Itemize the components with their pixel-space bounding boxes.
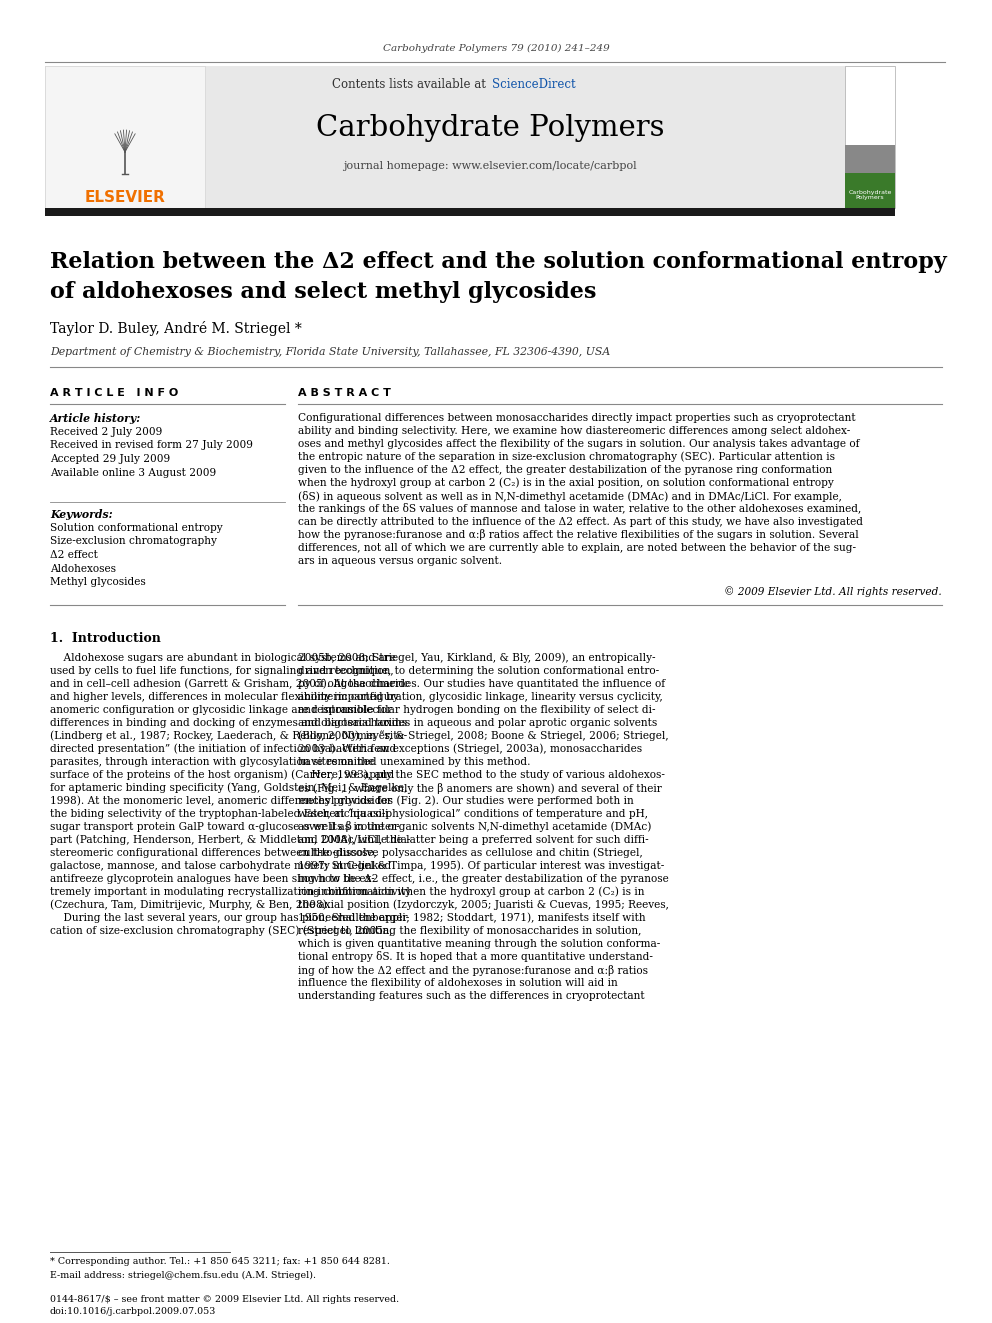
Text: the axial position (Izydorczyk, 2005; Juaristi & Cuevas, 1995; Reeves,: the axial position (Izydorczyk, 2005; Ju… [298,900,669,910]
Text: and intramolecular hydrogen bonding on the flexibility of select di-: and intramolecular hydrogen bonding on t… [298,705,656,714]
Text: galactose, mannose, and talose carbohydrate moiety in C-linked: galactose, mannose, and talose carbohydr… [50,861,391,871]
Text: 2003a). With few exceptions (Striegel, 2003a), monosaccharides: 2003a). With few exceptions (Striegel, 2… [298,744,642,754]
Text: Here, we apply the SEC method to the study of various aldohexos-: Here, we apply the SEC method to the stu… [298,770,665,781]
Text: (Czechura, Tam, Dimitrijevic, Murphy, & Ben, 2008).: (Czechura, Tam, Dimitrijevic, Murphy, & … [50,900,330,910]
Text: sugar transport protein GalP toward α-glucose over its β counter-: sugar transport protein GalP toward α-gl… [50,822,400,832]
Text: 1997; Striegel & Timpa, 1995). Of particular interest was investigat-: 1997; Striegel & Timpa, 1995). Of partic… [298,861,665,872]
Text: Solution conformational entropy: Solution conformational entropy [50,523,222,533]
Text: ability and binding selectivity. Here, we examine how diastereomeric differences: ability and binding selectivity. Here, w… [298,426,850,437]
Text: as well as in the organic solvents N,N-dimethyl acetamide (DMAc): as well as in the organic solvents N,N-d… [298,822,652,832]
Text: and higher levels, differences in molecular flexibility imparted by: and higher levels, differences in molecu… [50,692,399,703]
Text: Aldohexoses: Aldohexoses [50,564,116,573]
Text: 1950; Shallenberger, 1982; Stoddart, 1971), manifests itself with: 1950; Shallenberger, 1982; Stoddart, 197… [298,913,646,923]
Text: Δ2 effect: Δ2 effect [50,550,98,560]
Text: oses and methyl glycosides affect the flexibility of the sugars in solution. Our: oses and methyl glycosides affect the fl… [298,439,859,448]
FancyBboxPatch shape [845,173,895,208]
Text: 1.  Introduction: 1. Introduction [50,631,161,644]
Text: can be directly attributed to the influence of the Δ2 effect. As part of this st: can be directly attributed to the influe… [298,517,863,527]
Text: have remained unexamined by this method.: have remained unexamined by this method. [298,757,531,767]
Text: ScienceDirect: ScienceDirect [492,78,575,91]
Text: (Boone, Nymeyer, & Striegel, 2008; Boone & Striegel, 2006; Striegel,: (Boone, Nymeyer, & Striegel, 2008; Boone… [298,730,669,741]
Text: Keywords:: Keywords: [50,508,113,520]
FancyBboxPatch shape [845,66,895,208]
Text: and oligosaccharides in aqueous and polar aprotic organic solvents: and oligosaccharides in aqueous and pola… [298,718,658,728]
Text: 0144-8617/$ – see front matter © 2009 Elsevier Ltd. All rights reserved.: 0144-8617/$ – see front matter © 2009 El… [50,1295,399,1304]
Text: es (Fig. 1, where only the β anomers are shown) and several of their: es (Fig. 1, where only the β anomers are… [298,782,662,794]
Text: methyl glycosides (Fig. 2). Our studies were performed both in: methyl glycosides (Fig. 2). Our studies … [298,795,634,806]
Text: During the last several years, our group has pioneered the appli-: During the last several years, our group… [50,913,410,923]
Text: influence the flexibility of aldohexoses in solution will aid in: influence the flexibility of aldohexoses… [298,978,618,988]
Text: A R T I C L E   I N F O: A R T I C L E I N F O [50,388,179,398]
FancyBboxPatch shape [45,208,895,216]
Text: ELSEVIER: ELSEVIER [84,189,166,205]
Text: used by cells to fuel life functions, for signaling and recognition,: used by cells to fuel life functions, fo… [50,665,394,676]
Text: tremely important in modulating recrystallization-inhibition activity: tremely important in modulating recrysta… [50,886,411,897]
Text: ing of how the Δ2 effect and the pyranose:furanose and α:β ratios: ing of how the Δ2 effect and the pyranos… [298,964,648,975]
Text: part (Patching, Henderson, Herbert, & Middleton, 2008), while dia-: part (Patching, Henderson, Herbert, & Mi… [50,835,411,845]
Text: tional entropy δS. It is hoped that a more quantitative understand-: tional entropy δS. It is hoped that a mo… [298,951,653,963]
Text: (δS) in aqueous solvent as well as in N,N-dimethyl acetamide (DMAc) and in DMAc/: (δS) in aqueous solvent as well as in N,… [298,491,842,501]
Text: 2005b, 2008; Striegel, Yau, Kirkland, & Bly, 2009), an entropically-: 2005b, 2008; Striegel, Yau, Kirkland, & … [298,652,656,663]
Text: Received 2 July 2009: Received 2 July 2009 [50,427,163,437]
Text: (Lindberg et al., 1987; Rockey, Laederach, & Reilly, 2000), in “site-: (Lindberg et al., 1987; Rockey, Laederac… [50,730,407,741]
Text: Carbohydrate Polymers: Carbohydrate Polymers [315,114,665,142]
Text: and in cell–cell adhesion (Garrett & Grisham, 2005). At the dimeric: and in cell–cell adhesion (Garrett & Gri… [50,679,410,689]
Text: for aptameric binding specificity (Yang, Goldstein, Mei, & Engelke,: for aptameric binding specificity (Yang,… [50,783,408,794]
Text: 1998). At the monomeric level, anomeric differences provide for: 1998). At the monomeric level, anomeric … [50,795,392,806]
Text: antifreeze glycoprotein analogues have been shown to be ex-: antifreeze glycoprotein analogues have b… [50,875,375,884]
Text: doi:10.1016/j.carbpol.2009.07.053: doi:10.1016/j.carbpol.2009.07.053 [50,1307,216,1316]
Text: given to the influence of the Δ2 effect, the greater destabilization of the pyra: given to the influence of the Δ2 effect,… [298,464,832,475]
Text: ing how the Δ2 effect, i.e., the greater destabilization of the pyranose: ing how the Δ2 effect, i.e., the greater… [298,875,669,884]
Text: journal homepage: www.elsevier.com/locate/carbpol: journal homepage: www.elsevier.com/locat… [343,161,637,171]
Text: © 2009 Elsevier Ltd. All rights reserved.: © 2009 Elsevier Ltd. All rights reserved… [724,586,942,598]
Text: E-mail address: striegel@chem.fsu.edu (A.M. Striegel).: E-mail address: striegel@chem.fsu.edu (A… [50,1270,316,1279]
Text: water, at “quasi-physiological” conditions of temperature and pH,: water, at “quasi-physiological” conditio… [298,808,648,819]
Text: driven technique, to determining the solution conformational entro-: driven technique, to determining the sol… [298,665,659,676]
Text: A B S T R A C T: A B S T R A C T [298,388,391,398]
FancyBboxPatch shape [45,66,895,208]
Text: Article history:: Article history: [50,413,141,423]
Text: differences in binding and docking of enzymes and bacterial toxins: differences in binding and docking of en… [50,718,407,728]
Text: Configurational differences between monosaccharides directly impact properties s: Configurational differences between mono… [298,413,856,423]
Text: * Corresponding author. Tel.: +1 850 645 3211; fax: +1 850 644 8281.: * Corresponding author. Tel.: +1 850 645… [50,1257,390,1266]
Text: stereomeric configurational differences between the glucose,: stereomeric configurational differences … [50,848,377,859]
Text: of aldohexoses and select methyl glycosides: of aldohexoses and select methyl glycosi… [50,280,596,303]
Text: the entropic nature of the separation in size-exclusion chromatography (SEC). Pa: the entropic nature of the separation in… [298,451,835,462]
Text: ars in aqueous versus organic solvent.: ars in aqueous versus organic solvent. [298,556,502,566]
Text: directed presentation” (the initiation of infection by bacteria and: directed presentation” (the initiation o… [50,744,396,754]
Text: differences, not all of which we are currently able to explain, are noted betwee: differences, not all of which we are cur… [298,542,856,553]
Text: how the pyranose:furanose and α:β ratios affect the relative flexibilities of th: how the pyranose:furanose and α:β ratios… [298,529,859,541]
Text: surface of the proteins of the host organism) (Carver, 1993), and: surface of the proteins of the host orga… [50,770,394,781]
Text: and DMAc/LiCl, the latter being a preferred solvent for such diffi-: and DMAc/LiCl, the latter being a prefer… [298,835,649,845]
Text: Department of Chemistry & Biochemistry, Florida State University, Tallahassee, F: Department of Chemistry & Biochemistry, … [50,347,610,357]
Text: anomeric configuration, glycosidic linkage, linearity versus cyclicity,: anomeric configuration, glycosidic linka… [298,692,663,703]
Text: Carbohydrate
Polymers: Carbohydrate Polymers [848,189,892,200]
Text: respect to limiting the flexibility of monosaccharides in solution,: respect to limiting the flexibility of m… [298,926,642,935]
Text: when the hydroxyl group at carbon 2 (C₂) is in the axial position, on solution c: when the hydroxyl group at carbon 2 (C₂)… [298,478,833,488]
Text: Contents lists available at: Contents lists available at [332,78,490,91]
Text: ring conformation when the hydroxyl group at carbon 2 (C₂) is in: ring conformation when the hydroxyl grou… [298,886,645,897]
Text: Accepted 29 July 2009: Accepted 29 July 2009 [50,454,170,464]
Text: the rankings of the δS values of mannose and talose in water, relative to the ot: the rankings of the δS values of mannose… [298,504,861,515]
Text: cation of size-exclusion chromatography (SEC) (Striegel, 2005a,: cation of size-exclusion chromatography … [50,926,393,937]
Text: py of oligosaccharides. Our studies have quantitated the influence of: py of oligosaccharides. Our studies have… [298,679,665,689]
Text: Aldohexose sugars are abundant in biological systems and are: Aldohexose sugars are abundant in biolog… [50,654,396,663]
FancyBboxPatch shape [45,66,205,208]
Text: which is given quantitative meaning through the solution conforma-: which is given quantitative meaning thro… [298,939,661,949]
FancyBboxPatch shape [845,146,895,180]
Text: anomeric configuration or glycosidic linkage are responsible for: anomeric configuration or glycosidic lin… [50,705,392,714]
Text: Methyl glycosides: Methyl glycosides [50,577,146,587]
Text: Taylor D. Buley, André M. Striegel *: Taylor D. Buley, André M. Striegel * [50,320,302,336]
Text: Size-exclusion chromatography: Size-exclusion chromatography [50,537,217,546]
Text: the biding selectivity of the tryptophan-labeled Escherichia coli: the biding selectivity of the tryptophan… [50,808,389,819]
Text: Available online 3 August 2009: Available online 3 August 2009 [50,467,216,478]
Text: Relation between the Δ2 effect and the solution conformational entropy: Relation between the Δ2 effect and the s… [50,251,946,273]
Text: cult-to-dissolve polysaccharides as cellulose and chitin (Striegel,: cult-to-dissolve polysaccharides as cell… [298,848,643,859]
Text: parasites, through interaction with glycosylation sites on the: parasites, through interaction with glyc… [50,757,374,767]
Text: understanding features such as the differences in cryoprotectant: understanding features such as the diffe… [298,991,645,1002]
Text: Received in revised form 27 July 2009: Received in revised form 27 July 2009 [50,441,253,451]
Text: Carbohydrate Polymers 79 (2010) 241–249: Carbohydrate Polymers 79 (2010) 241–249 [383,44,609,53]
